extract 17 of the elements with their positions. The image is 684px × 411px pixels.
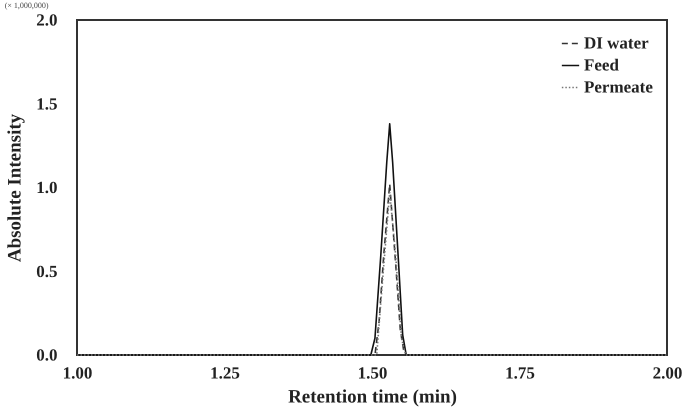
- x-axis-title: Retention time (min): [288, 386, 457, 408]
- text: (× 1,000,000): [4, 1, 49, 10]
- x-tick-label: 1.75: [505, 364, 535, 382]
- y-tick-label: 0.0: [36, 346, 58, 364]
- x-tick-label: 1.00: [62, 364, 92, 382]
- legend-label: DI water: [584, 34, 650, 52]
- x-tick-label: 2.00: [652, 364, 682, 382]
- line-series: [76, 123, 668, 356]
- legend-label: Permeate: [584, 78, 654, 96]
- x-tick-label: 1.50: [358, 364, 388, 382]
- y-tick-label: 0.5: [36, 262, 58, 281]
- legend-label: Feed: [584, 56, 620, 74]
- y-axis-title: Absolute Intensity: [4, 113, 26, 262]
- y-tick-label: 1.5: [36, 94, 58, 114]
- y-tick-label: 2.0: [36, 10, 58, 30]
- y-tick-label: 1.0: [36, 178, 58, 197]
- x-tick-label: 1.25: [210, 364, 240, 382]
